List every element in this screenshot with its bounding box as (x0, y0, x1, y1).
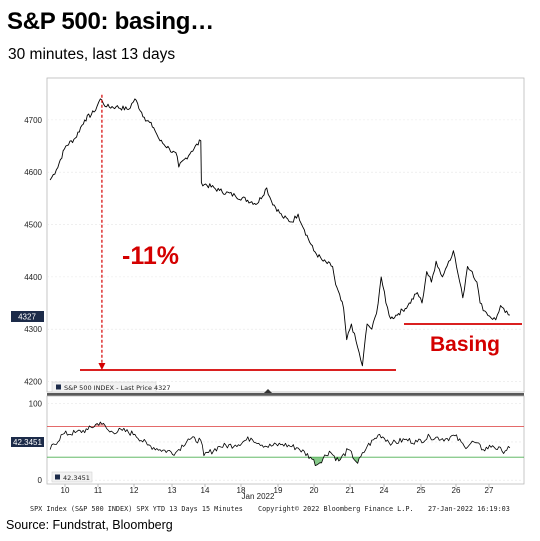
x-tick-label: 18 (237, 486, 246, 495)
drop-label: -11% (122, 242, 179, 270)
price-legend-box (51, 381, 157, 393)
rsi-y-tick-label: 0 (38, 476, 43, 485)
x-axis-ticks: 10 11 12 13 14 18 19 20 21 24 25 26 27 (61, 484, 494, 495)
drop-arrow-head (98, 363, 106, 371)
price-legend-swatch (56, 384, 61, 390)
rsi-legend-box (51, 471, 93, 483)
price-legend-text: S&P 500 INDEX - Last Price 4327 (64, 384, 171, 392)
x-tick-label: 13 (168, 486, 177, 495)
rsi-panel-frame (46, 395, 525, 485)
basing-label: Basing (430, 333, 500, 356)
x-tick-label: 20 (310, 486, 319, 495)
price-y-tick-label: 4200 (24, 378, 42, 387)
footer-left: SPX Index (S&P 500 INDEX) SPX YTD 13 Day… (30, 505, 243, 513)
rsi-legend-swatch (55, 474, 60, 480)
x-tick-label: 25 (417, 486, 426, 495)
last-price-label: 4327 (18, 313, 36, 322)
x-tick-label: 21 (346, 486, 355, 495)
rsi-grid (47, 403, 524, 481)
x-tick-label: 27 (485, 486, 494, 495)
rsi-last-label: 42.3451 (13, 438, 42, 447)
last-price-box (11, 311, 44, 322)
source-note: Source: Fundstrat, Bloomberg (6, 518, 173, 532)
x-tick-label: 26 (452, 486, 461, 495)
price-y-tick-label: 4400 (24, 273, 42, 282)
panel-divider (47, 393, 524, 396)
x-tick-label: 10 (61, 486, 70, 495)
footer-right: 27-Jan-2022 16:19:03 (428, 505, 510, 513)
rsi-last-box (11, 437, 44, 447)
price-panel-frame (46, 77, 525, 393)
chart-subtitle: 30 minutes, last 13 days (8, 46, 176, 63)
price-series-line (49, 98, 510, 367)
price-y-tick-label: 4700 (24, 116, 42, 125)
x-tick-label: 14 (201, 486, 210, 495)
x-tick-label: 24 (380, 486, 389, 495)
x-tick-label: 11 (94, 486, 103, 495)
x-tick-label: 12 (130, 486, 139, 495)
rsi-y-tick-label: 100 (29, 400, 43, 409)
price-y-tick-label: 4600 (24, 168, 42, 177)
rsi-legend-text: 42.3451 (63, 474, 90, 482)
footer-center: Copyright© 2022 Bloomberg Finance L.P. (258, 505, 414, 513)
price-grid (47, 119, 524, 382)
x-tick-label: 19 (274, 486, 283, 495)
x-month-label: Jan 2022 (242, 492, 275, 501)
price-y-tick-label: 4300 (24, 325, 42, 334)
rsi-series-line (49, 421, 511, 467)
price-y-ticks: 4200 4300 4400 4500 4600 4700 (24, 116, 42, 387)
rsi-overbought-fill (50, 422, 510, 427)
chart-title: S&P 500: basing… (7, 8, 214, 35)
price-y-tick-label: 4500 (24, 221, 42, 230)
divider-handle-icon[interactable] (264, 389, 272, 393)
